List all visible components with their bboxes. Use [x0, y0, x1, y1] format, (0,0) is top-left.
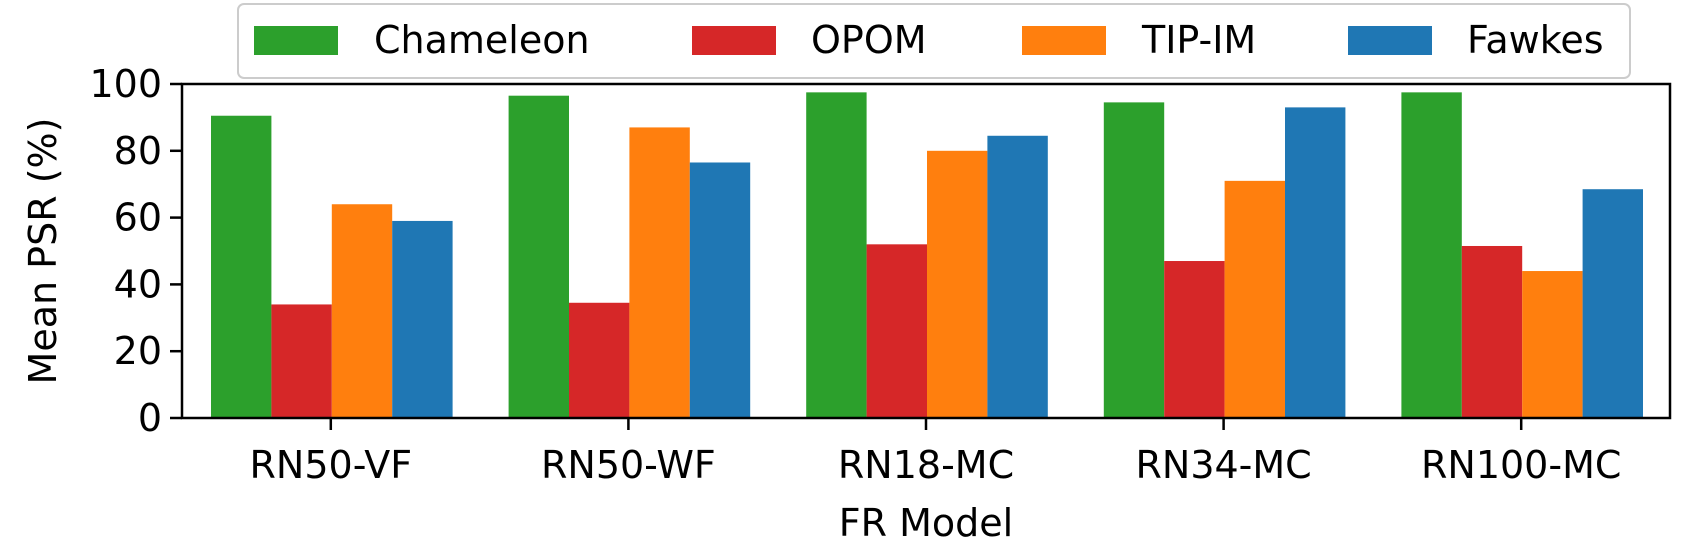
- legend: Chameleon OPOM TIP-IM Fawkes: [237, 3, 1631, 79]
- legend-swatch-opom: [692, 26, 776, 55]
- y-tick-label: 80: [114, 129, 162, 173]
- bar-opom-rn18-mc: [866, 244, 927, 418]
- bar-tip-im-rn50-wf: [629, 127, 690, 419]
- y-tick-label: 20: [114, 329, 162, 373]
- bar-fawkes-rn18-mc: [987, 135, 1048, 418]
- x-tick-label: RN100-MC: [1421, 443, 1621, 487]
- bar-opom-rn50-vf: [271, 304, 332, 418]
- x-tick-label: RN50-WF: [541, 443, 716, 487]
- bar-fawkes-rn50-wf: [689, 162, 751, 418]
- bar-fawkes-rn100-mc: [1582, 189, 1643, 418]
- legend-label-opom: OPOM: [811, 18, 927, 62]
- y-axis-label: Mean PSR (%): [21, 118, 65, 385]
- legend-label-fawkes: Fawkes: [1467, 18, 1604, 62]
- x-axis: RN50-VF RN50-WF RN18-MC RN34-MC RN100-MC: [250, 418, 1621, 487]
- bar-chameleon-rn50-vf: [211, 115, 272, 418]
- bar-opom-rn100-mc: [1461, 245, 1523, 418]
- bar-chameleon-rn34-mc: [1103, 102, 1165, 419]
- x-tick-label: RN34-MC: [1135, 443, 1311, 487]
- y-tick-label: 0: [138, 396, 162, 440]
- bar-tip-im-rn34-mc: [1224, 180, 1285, 418]
- bar-chameleon-rn18-mc: [806, 92, 867, 418]
- bar-tip-im-rn18-mc: [927, 150, 988, 419]
- bar-opom-rn34-mc: [1164, 261, 1225, 418]
- legend-swatch-fawkes: [1348, 26, 1432, 55]
- y-tick-label: 60: [114, 196, 162, 240]
- x-axis-label: FR Model: [839, 501, 1013, 540]
- bar-tip-im-rn50-vf: [331, 204, 393, 418]
- legend-swatch-tip-im: [1022, 26, 1106, 55]
- bar-fawkes-rn34-mc: [1285, 107, 1346, 418]
- bar-fawkes-rn50-vf: [392, 220, 453, 418]
- y-axis: 0 20 40 60 80 100: [89, 62, 182, 440]
- legend-box: [237, 3, 1631, 79]
- x-tick-label: RN18-MC: [838, 443, 1014, 487]
- x-tick-label: RN50-VF: [250, 443, 413, 487]
- y-tick-label: 100: [89, 62, 162, 106]
- bar-tip-im-rn100-mc: [1522, 271, 1583, 418]
- bar-chameleon-rn100-mc: [1401, 92, 1462, 418]
- bar-opom-rn50-wf: [569, 302, 630, 418]
- legend-swatch-chameleon: [254, 26, 338, 55]
- legend-label-chameleon: Chameleon: [374, 18, 590, 62]
- bars-group: [211, 92, 1643, 419]
- legend-label-tip-im: TIP-IM: [1141, 18, 1256, 62]
- y-tick-label: 40: [114, 262, 162, 306]
- bar-chameleon-rn50-wf: [508, 95, 569, 418]
